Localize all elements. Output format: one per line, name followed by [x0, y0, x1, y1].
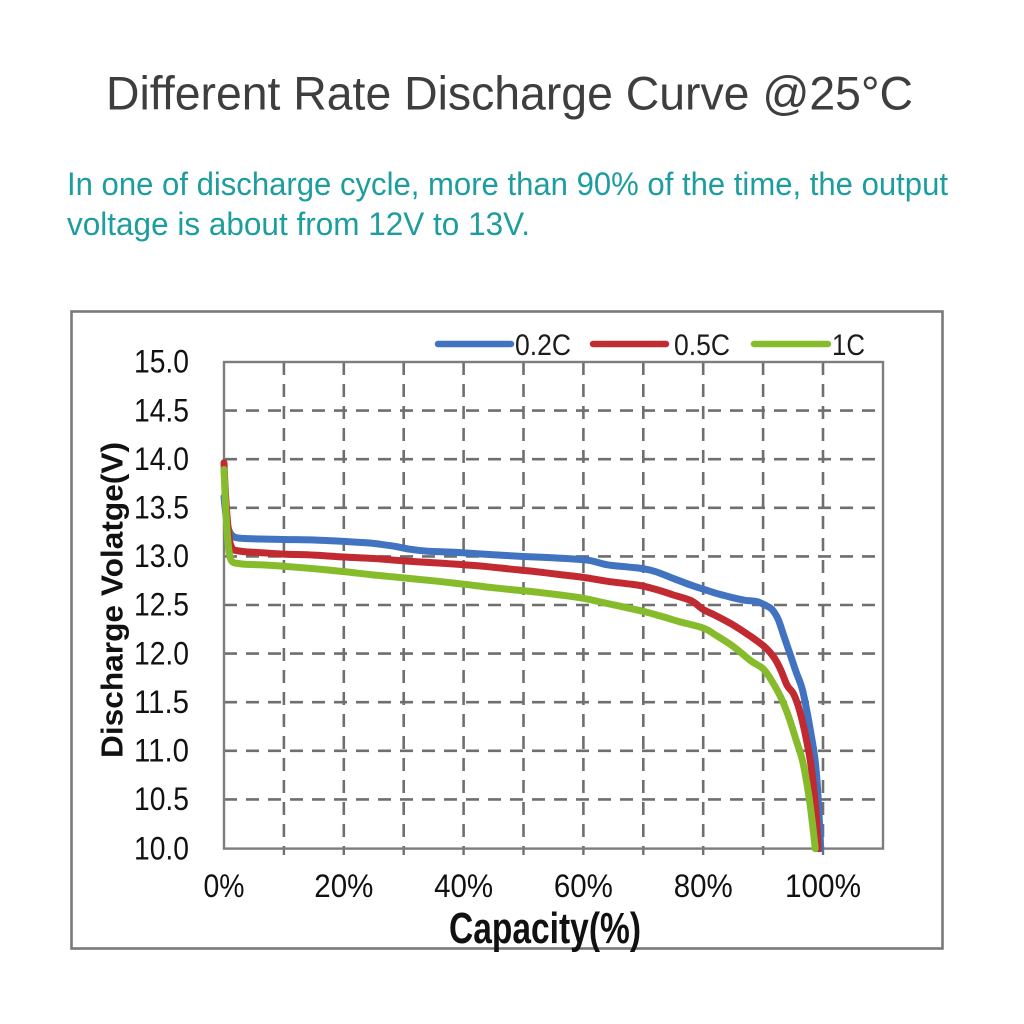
svg-text:14.0: 14.0 [134, 441, 189, 477]
svg-text:1C: 1C [832, 329, 865, 362]
svg-text:11.5: 11.5 [134, 684, 189, 720]
svg-text:14.5: 14.5 [134, 392, 189, 428]
svg-text:20%: 20% [314, 868, 373, 904]
svg-text:Discharge Volatge(V): Discharge Volatge(V) [95, 442, 130, 758]
svg-text:In one of discharge cycle, mor: In one of discharge cycle, more than 90%… [67, 166, 948, 202]
svg-text:12.0: 12.0 [134, 635, 189, 671]
svg-text:voltage is about from 12V to 1: voltage is about from 12V to 13V. [67, 206, 530, 242]
svg-text:12.5: 12.5 [134, 587, 189, 623]
svg-text:15.0: 15.0 [134, 344, 189, 380]
svg-text:0.2C: 0.2C [515, 329, 571, 362]
svg-text:Different Rate Discharge Curve: Different Rate Discharge Curve @25°C [106, 68, 913, 121]
svg-text:10.0: 10.0 [134, 830, 189, 866]
svg-text:13.5: 13.5 [134, 490, 189, 526]
svg-text:0%: 0% [204, 868, 245, 904]
svg-text:10.5: 10.5 [134, 781, 189, 817]
svg-text:100%: 100% [785, 868, 861, 904]
svg-text:13.0: 13.0 [134, 538, 189, 574]
svg-text:40%: 40% [434, 868, 493, 904]
svg-text:0.5C: 0.5C [674, 329, 730, 362]
svg-text:80%: 80% [674, 868, 733, 904]
svg-text:60%: 60% [554, 868, 613, 904]
svg-text:Capacity(%): Capacity(%) [449, 904, 641, 953]
svg-text:11.0: 11.0 [134, 733, 189, 769]
